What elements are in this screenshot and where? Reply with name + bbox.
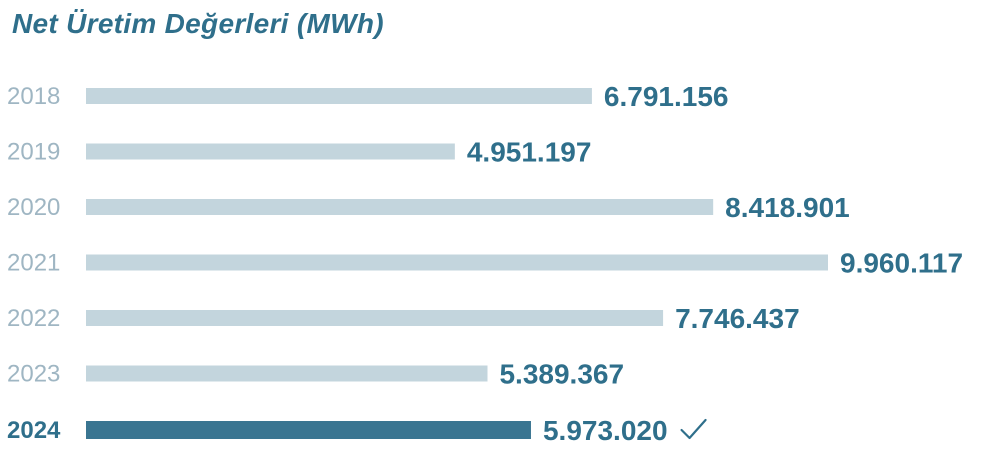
bar-2024: [86, 421, 531, 439]
bar-2022: [86, 310, 664, 326]
bar-2019: [86, 143, 455, 160]
check-icon: [680, 418, 707, 440]
year-label-2024: 2024: [7, 417, 61, 444]
value-label-2020: 8.418.901: [725, 192, 850, 223]
value-label-2023: 5.389.367: [499, 359, 624, 390]
bar-2023: [86, 365, 488, 382]
value-label-2019: 4.951.197: [467, 137, 592, 168]
bar-2020: [86, 199, 714, 215]
bar-2021: [86, 254, 828, 271]
value-label-2024: 5.973.020: [543, 415, 668, 446]
year-label-2020: 2020: [7, 194, 60, 221]
bar-2018: [86, 88, 592, 104]
year-label-2021: 2021: [7, 250, 60, 277]
chart-title: Net Üretim Değerleri (MWh): [12, 8, 384, 39]
year-label-2022: 2022: [7, 305, 60, 332]
value-label-2022: 7.746.437: [675, 303, 800, 334]
year-label-2019: 2019: [7, 139, 60, 166]
year-label-2023: 2023: [7, 361, 60, 388]
value-label-2021: 9.960.117: [840, 248, 963, 279]
value-label-2018: 6.791.156: [604, 81, 729, 112]
year-label-2018: 2018: [7, 83, 60, 110]
